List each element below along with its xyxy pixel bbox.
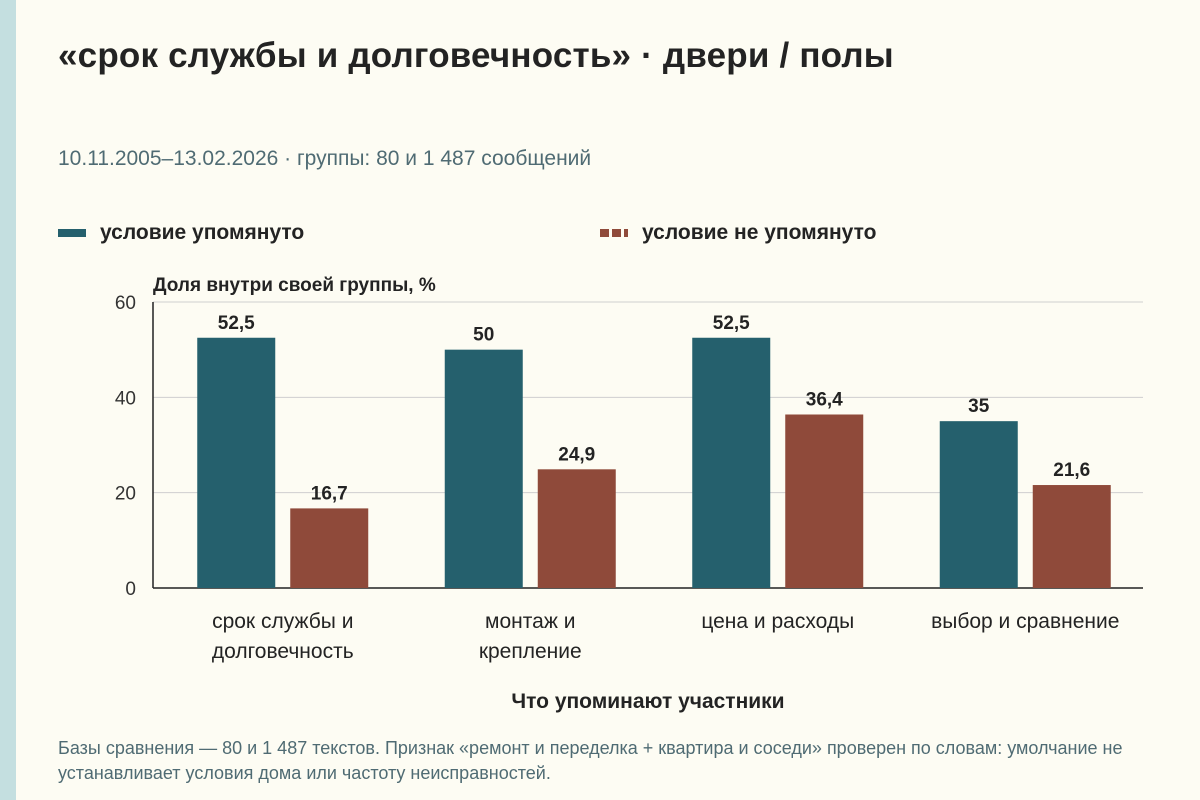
bar-not-mentioned xyxy=(1032,485,1111,588)
x-tick-label: цена и расходы xyxy=(701,610,854,633)
bar-mentioned xyxy=(692,337,771,588)
legend-label-mentioned: условие упомянуто xyxy=(100,221,305,244)
y-tick-label: 0 xyxy=(125,579,136,600)
bar-not-mentioned xyxy=(290,508,369,588)
bar-not-mentioned xyxy=(785,414,864,588)
chart-title: «срок службы и долговечность» · двери / … xyxy=(58,36,894,75)
legend-item-mentioned: условие упомянуто xyxy=(58,219,304,247)
bar-mentioned xyxy=(444,349,523,588)
legend-label-not-mentioned: условие не упомянуто xyxy=(642,221,877,244)
bar-value-label: 52,5 xyxy=(218,313,255,334)
bar-mentioned xyxy=(939,421,1018,588)
legend-item-not-mentioned: условие не упомянуто xyxy=(600,219,876,247)
footnote: Базы сравнения — 80 и 1 487 текстов. При… xyxy=(58,738,1123,783)
bar-value-label: 16,7 xyxy=(311,483,348,504)
x-axis-title: Что упоминают участники xyxy=(511,690,784,713)
legend-swatch-not-mentioned xyxy=(600,229,628,237)
data-labels: 52,5 16,7 50 24,9 52,5 36,4 35 21,6 xyxy=(218,313,1090,505)
x-tick-label: монтаж и крепление xyxy=(479,610,582,663)
x-tick-label: срок службы и долговечность xyxy=(212,610,354,663)
y-tick-label: 20 xyxy=(115,484,136,505)
bar-not-mentioned xyxy=(537,469,616,588)
bar-value-label: 52,5 xyxy=(713,313,750,334)
bar-mentioned xyxy=(197,337,276,588)
bar-value-label: 50 xyxy=(473,325,494,346)
y-tick-label: 40 xyxy=(115,388,136,409)
axes: 0 20 40 60 срок службы и долговечность монтаж … xyxy=(115,293,1143,663)
bars xyxy=(197,337,1111,588)
chart-subtitle: 10.11.2005–13.02.2026 · группы: 80 и 1 4… xyxy=(58,147,592,170)
bar-value-label: 24,9 xyxy=(558,444,595,465)
bar-value-label: 21,6 xyxy=(1053,460,1090,481)
bar-value-label: 35 xyxy=(968,396,990,417)
x-tick-label: выбор и сравнение xyxy=(931,610,1119,633)
bar-value-label: 36,4 xyxy=(806,389,843,410)
y-axis-title: Доля внутри своей группы, % xyxy=(153,275,436,296)
left-edge-strip xyxy=(0,0,16,800)
legend-swatch-mentioned xyxy=(58,229,86,237)
y-tick-label: 60 xyxy=(115,293,136,314)
